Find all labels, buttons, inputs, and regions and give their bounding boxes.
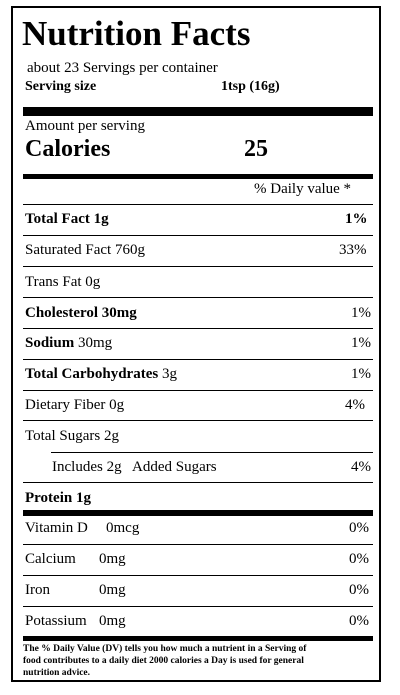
nutrient-row-total-sugars: Total Sugars 2g [25,428,119,444]
carbohydrates-amount: 3g [158,366,177,382]
vitamin-dv-iron: 0% [349,582,369,598]
vitamin-amount-calcium: 0mg [99,551,126,567]
nutrient-dv-carbohydrates: 1% [351,366,371,382]
calories-value: 25 [244,136,268,162]
vitamin-amount-vitamin-d: 0mcg [106,520,140,536]
nutrient-dv-sodium: 1% [351,335,371,351]
carbohydrates-label: Total Carbohydrates [25,366,159,382]
daily-value-header: % Daily value * [254,181,352,197]
nutrition-facts-panel: Nutrition Facts about 23 Servings per co… [11,6,381,682]
divider-dv [23,204,373,205]
divider [23,297,373,298]
vitamin-row-potassium: Potassium [25,613,87,629]
divider [23,235,373,236]
nutrient-row-dietary-fiber: Dietary Fiber 0g [25,397,125,413]
footnote: The % Daily Value (DV) tells you how muc… [23,644,307,678]
divider [23,390,373,391]
label-title: Nutrition Facts [22,14,251,53]
vitamin-row-iron: Iron [25,582,50,598]
nutrient-row-carbohydrates: Total Carbohydrates 3g [25,366,177,383]
serving-size-value: 1tsp (16g) [221,79,280,94]
nutrient-dv-total-fat: 1% [345,211,368,227]
divider-indented [51,452,373,453]
vitamin-amount-iron: 0mg [99,582,126,598]
divider [23,482,373,483]
serving-size-label: Serving size [25,79,97,94]
divider [23,544,373,545]
nutrient-row-total-fat: Total Fact 1g [25,211,109,227]
divider [23,606,373,607]
calories-label: Calories [25,136,111,162]
divider [23,420,373,421]
divider-calories [23,174,373,179]
sodium-label: Sodium [25,335,75,351]
nutrient-row-saturated-fat: Saturated Fact 760g [25,242,145,258]
vitamin-row-calcium: Calcium [25,551,76,567]
divider [23,359,373,360]
vitamin-dv-potassium: 0% [349,613,369,629]
nutrient-row-protein: Protein 1g [25,490,91,506]
vitamin-dv-vitamin-d: 0% [349,520,369,536]
divider [23,575,373,576]
thick-divider-footnote [23,636,373,641]
amount-per-serving: Amount per serving [25,118,145,134]
sodium-amount: 30mg [74,335,113,351]
nutrient-row-trans-fat: Trans Fat 0g [25,274,101,290]
servings-per-container: about 23 Servings per container [27,60,218,76]
vitamin-dv-calcium: 0% [349,551,369,567]
nutrient-dv-dietary-fiber: 4% [345,397,365,413]
nutrient-dv-saturated-fat: 33% [339,242,367,258]
nutrient-row-added-sugars: Includes 2g Added Sugars [52,459,217,475]
nutrient-row-sodium: Sodium 30mg [25,335,112,352]
thick-divider-vitamins [23,510,373,516]
thick-divider-top [23,107,373,116]
divider [23,328,373,329]
vitamin-row-vitamin-d: Vitamin D [25,520,88,536]
nutrient-row-cholesterol: Cholesterol 30mg [25,305,137,321]
divider [23,266,373,267]
nutrient-dv-added-sugars: 4% [351,459,371,475]
nutrient-dv-cholesterol: 1% [351,305,371,321]
vitamin-amount-potassium: 0mg [99,613,126,629]
